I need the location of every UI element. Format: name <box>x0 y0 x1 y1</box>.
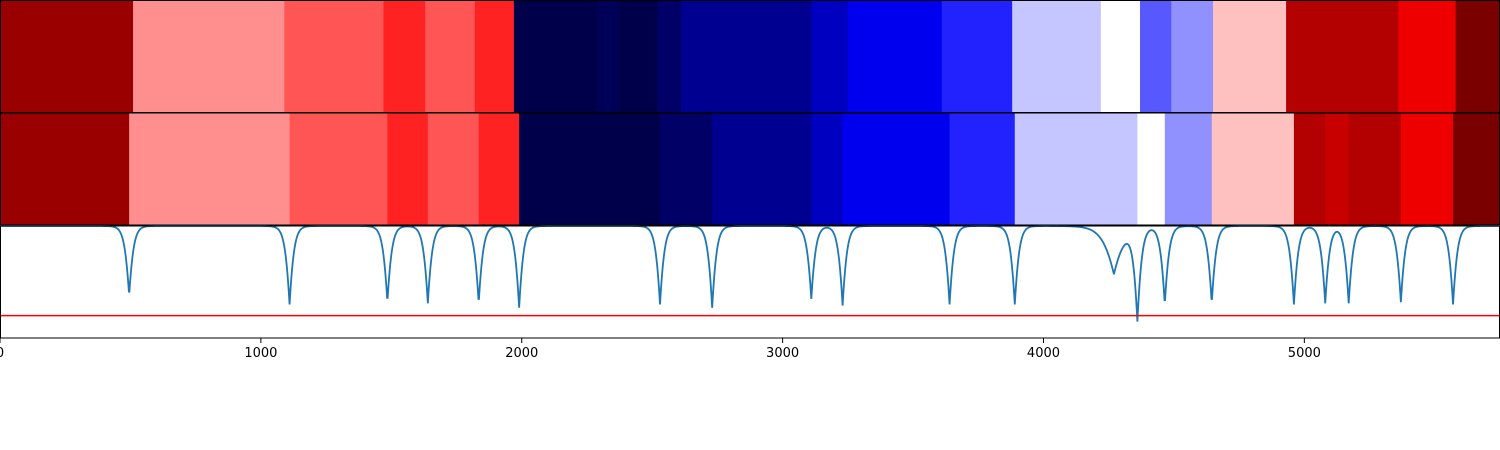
segment-b-9 <box>811 113 844 225</box>
segment-b-13 <box>1137 113 1166 225</box>
segment-a-6 <box>513 0 598 113</box>
boundary-score-panel <box>0 225 1500 322</box>
segment-b-14 <box>1164 113 1213 225</box>
segment-a-10 <box>680 0 812 113</box>
panel-c-frame <box>0 225 1500 339</box>
segment-a-20 <box>1398 0 1457 113</box>
segment-a-2 <box>284 0 385 113</box>
segment-b-2 <box>289 113 388 225</box>
segment-a-5 <box>474 0 515 113</box>
segment-a-0 <box>0 0 134 113</box>
segment-b-0 <box>0 113 130 225</box>
segment-a-12 <box>847 0 943 113</box>
segment-a-18 <box>1213 0 1287 113</box>
segment-b-20 <box>1453 113 1500 225</box>
segment-a-8 <box>618 0 658 113</box>
segment-a-21 <box>1455 0 1500 113</box>
segment-a-14 <box>1012 0 1102 113</box>
segment-a-1 <box>133 0 285 113</box>
segment-b-15 <box>1211 113 1295 225</box>
segmentation-panel-b <box>0 113 1500 225</box>
segmentation-panel-a <box>0 0 1500 113</box>
segment-a-7 <box>597 0 619 113</box>
segment-a-4 <box>425 0 476 113</box>
x-tick-label-0: 0 <box>0 346 4 361</box>
segment-b-6 <box>519 113 661 225</box>
segment-b-7 <box>660 113 713 225</box>
segment-b-3 <box>387 113 429 225</box>
boundary-score-line <box>0 225 1500 322</box>
segment-b-16 <box>1293 113 1326 225</box>
segment-b-5 <box>478 113 520 225</box>
segment-b-8 <box>712 113 812 225</box>
segment-a-19 <box>1286 0 1399 113</box>
segment-b-10 <box>842 113 951 225</box>
segment-a-9 <box>657 0 682 113</box>
segment-b-1 <box>129 113 291 225</box>
segment-b-12 <box>1014 113 1138 225</box>
segment-a-3 <box>383 0 426 113</box>
x-axis: 0 1000 2000 3000 4000 5000 <box>0 338 1321 361</box>
segment-b-4 <box>427 113 480 225</box>
segment-a-13 <box>941 0 1013 113</box>
segment-b-18 <box>1348 113 1402 225</box>
segment-b-19 <box>1400 113 1454 225</box>
segment-a-11 <box>811 0 849 113</box>
segment-b-17 <box>1325 113 1350 225</box>
x-tick-label-2000: 2000 <box>505 346 538 361</box>
x-tick-label-3000: 3000 <box>766 346 799 361</box>
segment-a-17 <box>1171 0 1214 113</box>
segment-a-15 <box>1100 0 1141 113</box>
segment-a-16 <box>1140 0 1172 113</box>
x-tick-label-4000: 4000 <box>1027 346 1060 361</box>
x-tick-label-1000: 1000 <box>244 346 277 361</box>
x-tick-label-5000: 5000 <box>1288 346 1321 361</box>
segment-b-11 <box>949 113 1016 225</box>
